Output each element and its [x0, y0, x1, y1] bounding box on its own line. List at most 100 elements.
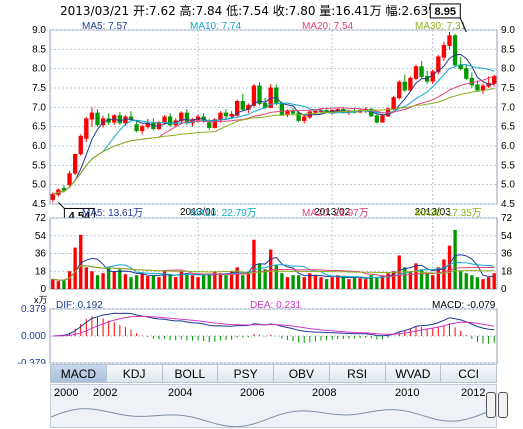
volume-bar [56, 281, 61, 289]
tab-wvad[interactable]: WVAD [385, 364, 442, 383]
nav-year-2000: 2000 [54, 387, 79, 399]
volume-bar [207, 275, 211, 289]
volume-bar [67, 271, 72, 289]
volume-bar [358, 278, 362, 289]
navigator-right-handle[interactable] [498, 392, 508, 418]
volume-bar [425, 273, 429, 289]
price-xtick: 2013/03 [415, 207, 452, 218]
candle-body [179, 112, 184, 122]
candle-body [441, 44, 447, 58]
candle-body [397, 81, 402, 99]
header-quote: 2013/03/21 开:7.62 高:7.84 低:7.54 收:7.80 量… [60, 4, 440, 18]
candle-body [302, 116, 307, 121]
price-ytick-left: 4.5 [32, 199, 46, 210]
candle-body [290, 110, 296, 114]
price-ytick-right: 4.5 [501, 199, 515, 210]
tab-cci[interactable]: CCI [441, 364, 497, 383]
price-legend-ma: MA5: 7.57 [82, 21, 128, 32]
volume-bar [280, 273, 284, 289]
volume-bar [95, 275, 100, 289]
time-navigator[interactable]: 2000 2002 2004 2006 2008 2010 2012 [50, 384, 497, 428]
volume-bar [73, 247, 77, 289]
macd-legend-macd: MACD: -0.079 [432, 300, 496, 311]
price-ytick-left: 8.5 [32, 44, 46, 55]
volume-bar [146, 276, 150, 289]
volume-bar [112, 271, 116, 289]
tab-rsi[interactable]: RSI [329, 364, 386, 383]
navigator-left-handle[interactable] [486, 392, 496, 418]
chart-canvas[interactable]: 9.0 9.0 8.5 8.5 8.0 8.0 7.5 7.5 7.0 7.0 6.5 6.5 6.0 6… [0, 0, 523, 364]
volume-ma30-line [52, 265, 495, 281]
volume-bar [168, 275, 172, 289]
candle-body [374, 115, 380, 123]
volume-bar [196, 277, 200, 289]
price-ytick-left: 6.0 [32, 141, 46, 152]
candle-body [419, 66, 424, 77]
volume-bar [157, 277, 161, 289]
volume-bar [308, 273, 312, 289]
tab-obv[interactable]: OBV [274, 364, 330, 383]
candle-body [430, 71, 435, 82]
volume-bar [51, 279, 55, 289]
candle-body [380, 115, 385, 123]
volume-bar [459, 271, 463, 289]
macd-ytick: 0.000 [21, 331, 46, 342]
candle-body [240, 101, 245, 110]
volume-unit-label: x万 [34, 295, 48, 305]
price-ytick-right: 7.5 [501, 83, 515, 94]
volume-bar [386, 273, 390, 289]
nav-year-2010: 2010 [395, 387, 420, 399]
price-ytick-left: 6.5 [32, 122, 46, 133]
price-ytick-right: 9.0 [501, 25, 515, 36]
volume-bar [79, 234, 83, 289]
price-ytick-left: 5.0 [32, 180, 46, 191]
candle-body [223, 112, 229, 117]
candle-body [279, 102, 285, 115]
candle-body [61, 188, 67, 191]
volume-bar [352, 277, 357, 289]
candle-body [78, 135, 83, 155]
candle-body [402, 81, 407, 91]
volume-bar [364, 279, 368, 289]
candle-body [464, 68, 469, 79]
tab-boll[interactable]: BOLL [162, 364, 219, 383]
price-ytick-right: 5.5 [501, 160, 515, 171]
nav-year-2012: 2012 [461, 387, 486, 399]
candle-body [285, 110, 290, 115]
candle-body [447, 35, 452, 46]
volume-bar [235, 267, 239, 289]
price-ytick-right: 5.0 [501, 180, 515, 191]
macd-panel [49, 308, 498, 364]
tab-kdj[interactable]: KDJ [106, 364, 163, 383]
nav-year-2002: 2002 [93, 387, 118, 399]
candle-body [72, 154, 78, 174]
volume-bar [436, 267, 441, 289]
candle-body [480, 85, 486, 91]
volume-ytick-right: 72 [501, 213, 513, 224]
volume-bar [369, 275, 373, 289]
volume-bar [213, 271, 217, 289]
price-xtick: 2013/02 [314, 207, 351, 218]
tab-macd[interactable]: MACD [50, 364, 107, 383]
price-ytick-left: 7.5 [32, 83, 46, 94]
candle-body [89, 112, 95, 120]
candle-body [229, 113, 234, 117]
volume-bar [486, 277, 491, 289]
volume-ytick-left: 0 [40, 284, 46, 295]
price-ytick-right: 8.5 [501, 44, 515, 55]
volume-bar [263, 269, 267, 289]
volume-bar [229, 271, 234, 289]
candle-body [134, 124, 139, 132]
volume-bar [257, 263, 262, 289]
price-ytick-left: 7.0 [32, 102, 46, 113]
macd-ytick: 0.379 [21, 304, 46, 315]
nav-year-2004: 2004 [168, 387, 193, 399]
volume-bar [118, 269, 122, 289]
macd-dea-line [52, 315, 495, 337]
volume-bar [336, 275, 340, 289]
candle-body [296, 112, 301, 121]
tab-psy[interactable]: PSY [218, 364, 274, 383]
volume-bar [414, 263, 418, 289]
volume-bar [391, 271, 396, 289]
price-ytick-right: 6.0 [501, 141, 515, 152]
